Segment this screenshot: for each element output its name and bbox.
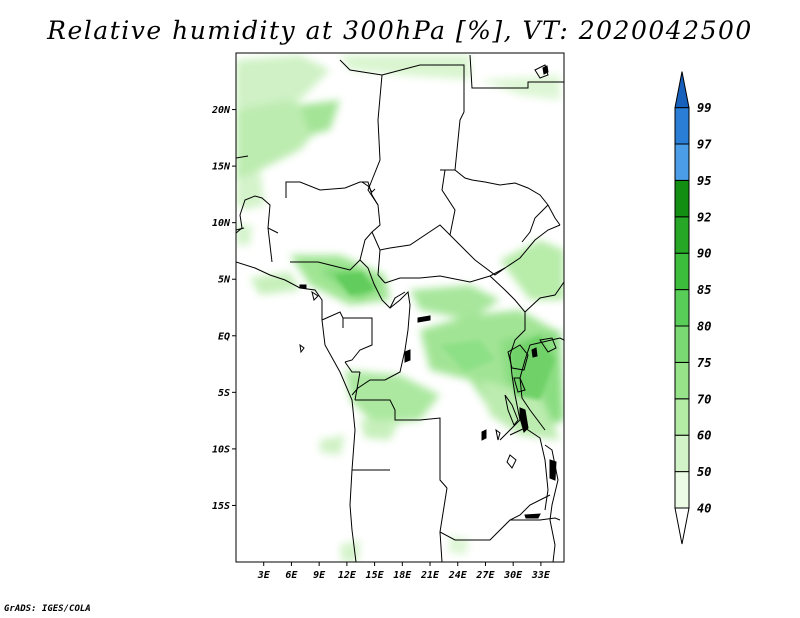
colorbar-swatch bbox=[674, 179, 690, 218]
colorbar-swatch bbox=[674, 289, 690, 327]
colorbar-swatch bbox=[674, 325, 690, 363]
colorbar-label: 85 bbox=[697, 283, 711, 297]
lon-tick-label: 3E bbox=[257, 570, 271, 581]
colorbar-swatch bbox=[674, 107, 690, 145]
lon-tick-label: 33E bbox=[531, 570, 551, 581]
colorbar-swatch bbox=[674, 398, 690, 436]
colorbar-label: 80 bbox=[697, 320, 711, 334]
map-frame bbox=[235, 52, 565, 563]
lon-tick-label: 27E bbox=[475, 570, 495, 581]
colorbar-upper-triangle bbox=[674, 71, 690, 109]
colorbar-swatch bbox=[674, 361, 690, 400]
longitude-axis: 3E 6E 9E 12E 15E 18E 21E 24E 27E 30E 33E bbox=[257, 562, 551, 581]
lat-tick-label: 15S bbox=[212, 501, 230, 512]
lake-features bbox=[299, 65, 557, 519]
colorbar-label: 50 bbox=[697, 465, 711, 479]
lon-tick-label: 24E bbox=[448, 570, 468, 581]
colorbar-swatch bbox=[674, 252, 690, 291]
latitude-axis: 20N 15N 10N 5N EQ 5S 10S 15S bbox=[211, 105, 236, 512]
colorbar-swatch bbox=[674, 143, 690, 181]
lon-tick-label: 15E bbox=[366, 570, 385, 581]
country-borders bbox=[236, 54, 564, 562]
colorbar-label: 40 bbox=[697, 502, 711, 516]
colorbar-swatch bbox=[674, 216, 690, 254]
colorbar-label: 97 bbox=[697, 138, 712, 152]
lon-tick-label: 30E bbox=[503, 570, 523, 581]
colorbar-label: 95 bbox=[697, 174, 711, 188]
colorbar: 40 50 60 70 75 80 85 90 92 95 97 99 bbox=[674, 71, 712, 545]
map-title: Relative humidity at 300hPa [%], VT: 202… bbox=[47, 16, 753, 45]
lat-tick-label: 10N bbox=[212, 218, 231, 229]
lon-tick-label: 18E bbox=[393, 570, 412, 581]
lon-tick-label: 21E bbox=[420, 570, 440, 581]
lon-tick-label: 9E bbox=[313, 570, 326, 581]
lat-tick-label: 10S bbox=[212, 444, 230, 455]
colorbar-label: 60 bbox=[697, 429, 711, 443]
colorbar-label: 92 bbox=[697, 210, 711, 224]
colorbar-label: 99 bbox=[697, 101, 711, 115]
lat-tick-label: 20N bbox=[211, 105, 231, 116]
colorbar-lower-triangle bbox=[674, 507, 690, 545]
colorbar-label: 90 bbox=[697, 247, 711, 261]
lat-tick-label: 5N bbox=[218, 275, 231, 286]
lon-tick-label: 6E bbox=[285, 570, 298, 581]
lat-tick-label: 15N bbox=[212, 162, 231, 173]
lon-tick-label: 12E bbox=[338, 570, 357, 581]
lat-tick-label: EQ bbox=[218, 331, 230, 342]
colorbar-label: 75 bbox=[697, 356, 711, 370]
colorbar-swatch bbox=[674, 471, 690, 509]
humidity-shading bbox=[236, 55, 564, 562]
lat-tick-label: 5S bbox=[218, 388, 230, 399]
colorbar-label: 70 bbox=[697, 392, 711, 406]
colorbar-swatch bbox=[674, 434, 690, 473]
grads-credit: GrADS: IGES/COLA bbox=[4, 604, 91, 614]
